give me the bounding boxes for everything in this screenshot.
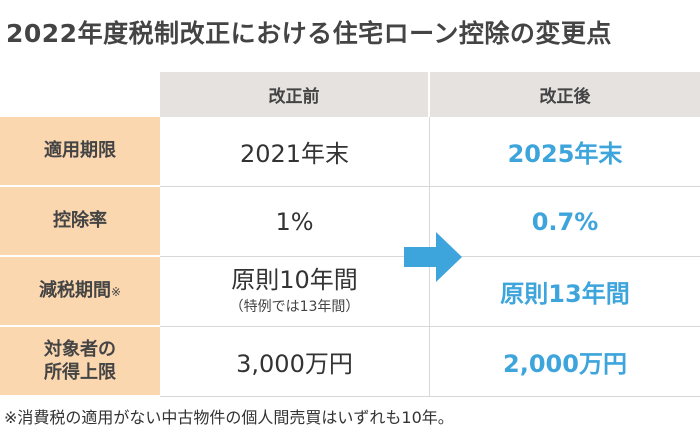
after-application-deadline: 2025年末 bbox=[430, 117, 700, 187]
after-income-cap: 2,000万円 bbox=[430, 327, 700, 397]
row-header-line1: 対象者の bbox=[44, 338, 116, 360]
before-period-value: 原則10年間 bbox=[231, 265, 358, 294]
row-header-label: 減税期間 bbox=[38, 280, 111, 302]
before-period-note: （特例では13年間） bbox=[229, 299, 360, 316]
row-header-tax-reduction-period: 減税期間※ bbox=[0, 257, 160, 327]
page-title: 2022年度税制改正における住宅ローン控除の変更点 bbox=[6, 19, 612, 48]
before-income-cap: 3,000万円 bbox=[160, 327, 430, 397]
row-header-income-cap: 対象者の 所得上限 bbox=[0, 327, 160, 397]
table-corner bbox=[0, 72, 160, 117]
before-application-deadline: 2021年末 bbox=[160, 117, 430, 187]
footnote: ※消費税の適用がない中古物件の個人間売買はいずれも10年。 bbox=[4, 408, 454, 427]
row-header-application-deadline: 適用期限 bbox=[0, 117, 160, 187]
column-header-after: 改正後 bbox=[430, 72, 700, 117]
before-tax-reduction-period: 原則10年間 （特例では13年間） bbox=[160, 257, 430, 327]
comparison-table: 改正前 改正後 適用期限 2021年末 2025年末 控除率 1% 0.7% 減… bbox=[0, 72, 700, 397]
row-header-deduction-rate: 控除率 bbox=[0, 187, 160, 257]
after-tax-reduction-period: 原則13年間 bbox=[430, 257, 700, 327]
before-deduction-rate: 1% bbox=[160, 187, 430, 257]
footnote-mark: ※ bbox=[110, 285, 122, 300]
row-header-line2: 所得上限 bbox=[44, 362, 116, 383]
column-header-before: 改正前 bbox=[160, 72, 430, 117]
after-deduction-rate: 0.7% bbox=[430, 187, 700, 257]
arrow-right-icon bbox=[404, 232, 462, 282]
